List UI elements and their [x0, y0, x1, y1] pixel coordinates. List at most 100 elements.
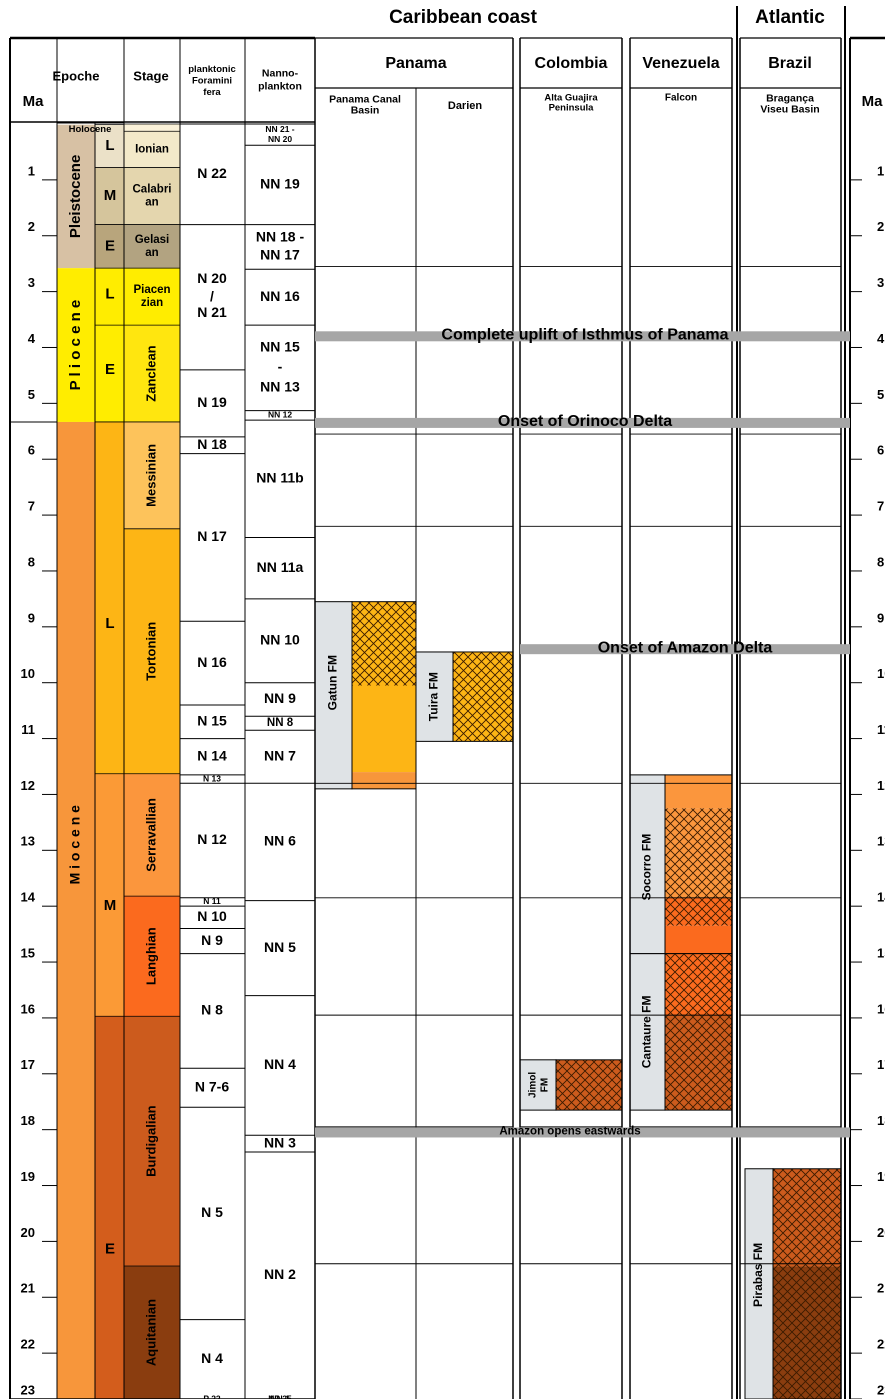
ma-tick-label-right: 21	[877, 1281, 885, 1296]
colombia-header: Colombia	[535, 55, 608, 72]
foram-zone-label: /	[210, 288, 214, 304]
ma-tick-label-right: 2	[877, 219, 884, 234]
foram-zone-label: N 10	[197, 908, 227, 924]
nanno-zone-label: NN 13	[260, 379, 300, 395]
subepoch-block	[95, 1016, 124, 1399]
epoch-label: Pleistocene	[67, 155, 84, 238]
ma-tick-label-right: 8	[877, 554, 884, 569]
nanno-zone-label: NN 11a	[257, 559, 304, 575]
event-bar	[315, 417, 850, 428]
epoch-header: Epoche	[53, 68, 100, 83]
event-bar	[315, 1127, 850, 1138]
foram-zone-label: N 19	[197, 394, 227, 410]
stage-block	[124, 224, 180, 269]
ma-tick-label-left: 7	[28, 499, 35, 514]
ma-tick-label-left: 18	[21, 1113, 35, 1128]
stage-label: Calabri	[133, 184, 172, 196]
darien-header: Darien	[448, 100, 483, 112]
ma-tick-label-right: 15	[877, 945, 885, 960]
nanno-zone-label: NN 10	[260, 632, 300, 648]
formation-hatch	[773, 1266, 841, 1399]
ma-tick-label-right: 14	[877, 890, 885, 905]
ma-tick-label-left: 8	[28, 554, 35, 569]
formation-name: Cantaure FM	[640, 996, 654, 1069]
nanno-zone-label: NN 2	[264, 1266, 296, 1282]
stage-label: Burdigalian	[143, 1105, 158, 1177]
formation-hatch	[665, 897, 732, 926]
stage-label: Gelasi	[135, 234, 170, 246]
subepoch-label: L	[105, 615, 114, 632]
nanno-zone-label: NN 1	[270, 1393, 290, 1399]
subepoch-label: E	[105, 237, 115, 254]
ma-tick-label-right: 1	[877, 163, 884, 178]
event-label: Onset of Orinoco Delta	[498, 413, 672, 430]
nanno-zone-label: NN 8	[267, 717, 294, 729]
ma-tick-label-right: 11	[877, 722, 885, 737]
ma-header-left: Ma	[23, 93, 44, 110]
ma-tick-label-right: 3	[877, 275, 884, 290]
nanno-zone-label: -	[278, 359, 283, 375]
foram-zone-label: P 22	[203, 1393, 221, 1399]
atlantic-title: Atlantic	[755, 7, 825, 28]
nanno-zone-label: NN 3	[264, 1134, 296, 1150]
formation-segment	[665, 774, 732, 809]
ma-tick-label-left: 17	[21, 1057, 35, 1072]
nanno-zone-label: NN 4	[264, 1056, 296, 1072]
formation-label-box	[744, 1168, 774, 1399]
caribbean-coast-title: Caribbean coast	[389, 7, 537, 28]
foram-zone-label: N 21	[197, 304, 227, 320]
subepoch-block	[95, 224, 124, 269]
falcon-header: Falcon	[665, 93, 697, 104]
formation-name: Socorro FM	[640, 834, 654, 901]
nanno-zone-label: NN 12	[268, 410, 292, 420]
ma-tick-label-right: 18	[877, 1113, 885, 1128]
stage-block	[124, 896, 180, 1017]
formation-name: Tuira FM	[427, 672, 441, 721]
subepoch-label: L	[105, 285, 114, 302]
foram-zone-label: N 18	[197, 436, 227, 452]
nanno-zone-label: NN 11b	[256, 469, 303, 485]
ma-tick-label-left: 5	[28, 387, 35, 402]
formation-hatch	[453, 651, 513, 742]
ma-tick-label-right: 4	[877, 331, 885, 346]
ma-tick-label-right: 16	[877, 1001, 885, 1016]
stage-label: Messinian	[143, 444, 158, 507]
stage-block	[124, 1016, 180, 1266]
stage-block	[124, 268, 180, 326]
stage-label: Serravallian	[143, 798, 158, 872]
stage-label: Piacen	[133, 284, 170, 296]
alta-guajira-header: Peninsula	[549, 103, 595, 114]
ma-tick-label-right: 17	[877, 1057, 885, 1072]
formation-hatch	[665, 953, 732, 1016]
formation-hatch	[773, 1168, 841, 1267]
formation-hatch	[665, 1015, 732, 1111]
venezuela-header: Venezuela	[642, 55, 719, 72]
nanno-header: Nanno-	[262, 67, 299, 79]
foram-zone-label: N 22	[197, 165, 227, 181]
epoch-block	[57, 268, 95, 422]
foram-zone-label: N 20	[197, 270, 227, 286]
epoch-label: Holocene	[69, 124, 112, 135]
subepoch-block	[95, 325, 124, 422]
subepoch-block	[95, 268, 124, 326]
panama-canal-header: Basin	[351, 104, 380, 116]
formation-segment	[352, 772, 416, 789]
stage-label: Tortonian	[143, 622, 158, 681]
ma-tick-label-left: 4	[28, 331, 36, 346]
foram-header: planktonic	[188, 64, 236, 75]
subepoch-label: E	[105, 361, 115, 378]
subepoch-block	[95, 773, 124, 1017]
ma-tick-label-right: 13	[877, 834, 885, 849]
nanno-zone-label: NN 19	[260, 176, 300, 192]
formation-name: Jimol	[528, 1072, 539, 1098]
nanno-zone-label: NN 6	[264, 833, 296, 849]
ma-tick-label-right: 22	[877, 1337, 885, 1352]
ma-tick-label-right: 6	[877, 443, 884, 458]
ma-tick-label-right: 12	[877, 778, 885, 793]
epoch-label: M i o c e n e	[67, 805, 83, 885]
stage-label: Langhian	[143, 927, 158, 985]
ma-tick-label-right: 5	[877, 387, 884, 402]
ma-tick-label-right: 20	[877, 1225, 885, 1240]
nanno-zone-label: NP 25	[268, 1393, 292, 1399]
ma-tick-label-left: 2	[28, 219, 35, 234]
